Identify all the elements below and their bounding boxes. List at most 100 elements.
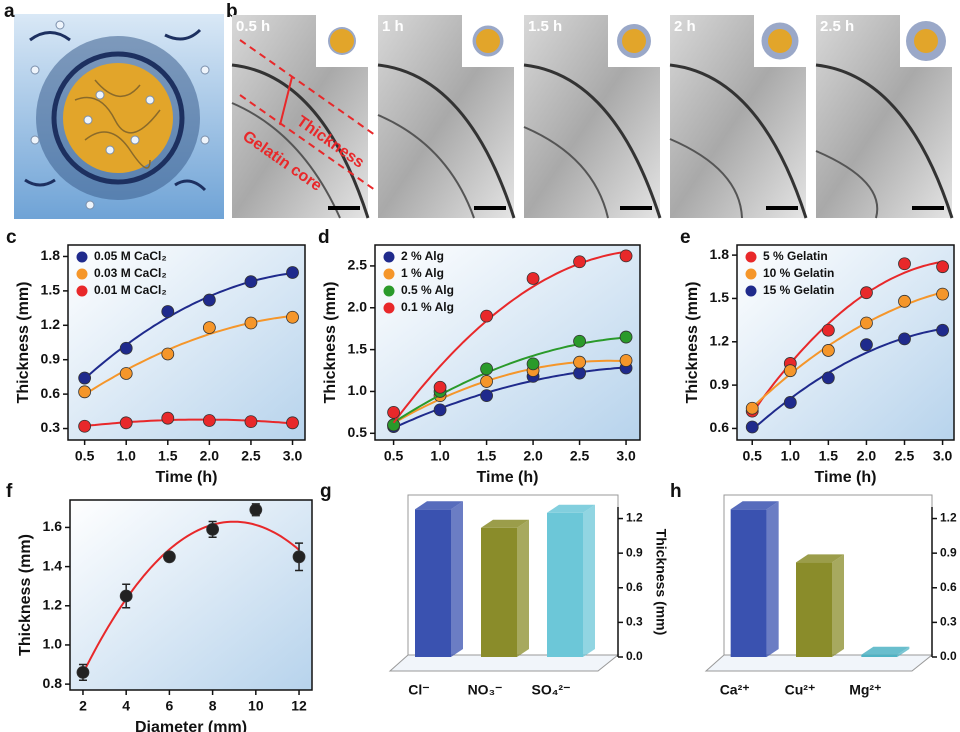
- point: [860, 287, 872, 299]
- y-tick-label: 0.3: [41, 419, 61, 435]
- y-tick-label: 0.6: [41, 385, 61, 401]
- x-tick-label: 2.5: [241, 448, 261, 464]
- gelatin-core: [63, 63, 173, 173]
- y-tick-label: 1.2: [626, 511, 643, 525]
- point: [162, 306, 174, 318]
- bar-side: [767, 501, 779, 657]
- y-tick-label: 1.0: [348, 382, 368, 398]
- point: [822, 324, 834, 336]
- point: [620, 354, 632, 366]
- y-tick-label: 2.0: [348, 298, 368, 314]
- point: [388, 406, 400, 418]
- y-tick-label: 1.4: [43, 557, 63, 573]
- point: [79, 420, 91, 432]
- y-tick-label: 0.0: [626, 649, 643, 663]
- time-label: 2 h: [674, 18, 696, 35]
- point: [822, 372, 834, 384]
- point: [120, 417, 132, 429]
- plot-area: [70, 500, 312, 690]
- point: [784, 396, 796, 408]
- x-axis-label: Time (h): [815, 469, 877, 486]
- legend-label: 0.01 M CaCl₂: [94, 283, 167, 297]
- point: [481, 310, 493, 322]
- y-tick-label: 2.5: [348, 257, 368, 273]
- y-tick-label: 1.8: [710, 246, 730, 262]
- point: [203, 322, 215, 334]
- point: [481, 363, 493, 375]
- x-tick-label: NO₃⁻: [468, 682, 503, 698]
- bar-side: [451, 501, 463, 657]
- figure: a b 0.5 h1 h1.5 h2 h2.5 hThicknessGelati…: [0, 0, 960, 732]
- x-tick-label: 12: [291, 698, 307, 714]
- panel-label: g: [320, 481, 332, 502]
- inset-core: [622, 29, 646, 53]
- y-tick-label: 1.2: [940, 511, 957, 525]
- x-tick-label: 0.5: [75, 448, 95, 464]
- x-tick-label: 2.0: [523, 448, 543, 464]
- point: [937, 324, 949, 336]
- x-tick-label: 1.5: [477, 448, 497, 464]
- bar-side: [832, 554, 844, 657]
- y-tick-label: 0.9: [626, 545, 643, 559]
- point: [162, 348, 174, 360]
- legend-marker: [384, 286, 395, 297]
- point: [860, 339, 872, 351]
- y-axis-label: Thickness (mm): [653, 529, 669, 636]
- panel-label: e: [680, 227, 691, 248]
- micrograph: 2 h: [670, 15, 806, 218]
- y-tick-label: 0.6: [710, 419, 730, 435]
- y-tick-label: 1.2: [43, 596, 63, 612]
- x-tick-label: 3.0: [616, 448, 636, 464]
- inset-core: [768, 29, 792, 53]
- y-tick-label: 1.5: [41, 282, 61, 298]
- point: [79, 372, 91, 384]
- point: [481, 375, 493, 387]
- point: [250, 504, 262, 516]
- x-tick-label: Cl⁻: [408, 682, 429, 698]
- panel-label: f: [6, 481, 13, 502]
- y-tick-label: 1.6: [43, 518, 63, 534]
- x-tick-label: 2.5: [895, 448, 915, 464]
- bar: [481, 520, 529, 657]
- x-tick-label: SO₄²⁻: [532, 682, 571, 698]
- point: [620, 331, 632, 343]
- point: [434, 381, 446, 393]
- y-tick-label: 0.3: [626, 615, 643, 629]
- point: [79, 386, 91, 398]
- point: [287, 267, 299, 279]
- y-tick-label: 0.8: [43, 675, 63, 691]
- bar-side: [517, 520, 529, 657]
- panel-label: a: [4, 1, 15, 22]
- y-tick-label: 1.0: [43, 636, 63, 652]
- point: [388, 419, 400, 431]
- x-tick-label: 2.0: [200, 448, 220, 464]
- bar-front: [415, 509, 451, 657]
- legend-marker: [384, 269, 395, 280]
- x-tick-label: 8: [209, 698, 217, 714]
- legend-label: 0.03 M CaCl₂: [94, 266, 167, 280]
- panel-label: d: [318, 227, 330, 248]
- x-tick-label: 2: [79, 698, 87, 714]
- point: [527, 358, 539, 370]
- bar: [547, 505, 595, 657]
- legend-marker: [746, 252, 757, 263]
- point: [434, 404, 446, 416]
- point: [899, 333, 911, 345]
- legend-marker: [384, 303, 395, 314]
- legend-marker: [746, 286, 757, 297]
- point: [120, 342, 132, 354]
- x-tick-label: 1.0: [116, 448, 136, 464]
- y-tick-label: 0.9: [41, 350, 61, 366]
- bar: [415, 501, 463, 657]
- inset-core: [330, 29, 354, 53]
- time-label: 1.5 h: [528, 18, 562, 35]
- x-tick-label: 3.0: [933, 448, 953, 464]
- bar-front: [861, 655, 897, 657]
- y-tick-label: 0.6: [940, 580, 957, 594]
- point: [163, 551, 175, 563]
- point: [287, 311, 299, 323]
- x-tick-label: Cu²⁺: [785, 682, 816, 698]
- time-label: 1 h: [382, 18, 404, 35]
- bar-front: [481, 528, 517, 657]
- x-tick-label: 3.0: [283, 448, 303, 464]
